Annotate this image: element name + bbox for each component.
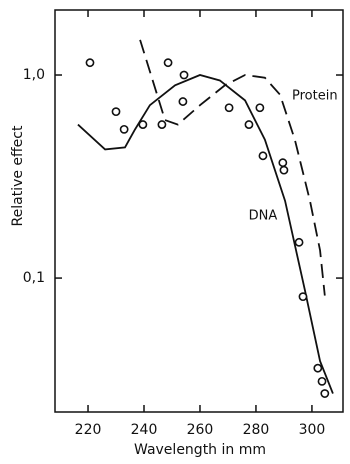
data-point [298, 292, 308, 302]
data-point [313, 363, 323, 373]
data-point [138, 120, 148, 129]
data-point [255, 103, 265, 113]
curve-label: Protein [292, 89, 338, 104]
data-point [178, 97, 188, 106]
data-point [163, 58, 173, 68]
curve-label: DNA [249, 209, 278, 224]
data-point [294, 237, 304, 247]
data-point [317, 376, 327, 386]
data-point [279, 165, 289, 175]
data-point [157, 120, 167, 129]
data-point [119, 124, 129, 134]
data-point [85, 58, 95, 68]
x-tick-label: 240 [131, 422, 158, 438]
data-point [179, 70, 189, 80]
x-tick-label: 300 [299, 422, 326, 438]
data-point [224, 103, 234, 113]
x-axis-label: Wavelength in mm [134, 442, 266, 458]
data-point [258, 151, 268, 161]
data-point [111, 107, 121, 117]
x-tick-label: 280 [243, 422, 270, 438]
y-tick-label: 0,1 [23, 270, 45, 286]
curve [139, 39, 326, 296]
data-point [278, 158, 288, 168]
data-point [244, 120, 254, 129]
y-tick-label: 1,0 [23, 67, 45, 83]
curve [77, 74, 334, 394]
x-tick-label: 260 [187, 422, 214, 438]
y-axis-label: Relative effect [10, 125, 26, 226]
plot-frame [54, 9, 344, 413]
data-point [320, 389, 330, 398]
x-tick-label: 220 [75, 422, 102, 438]
